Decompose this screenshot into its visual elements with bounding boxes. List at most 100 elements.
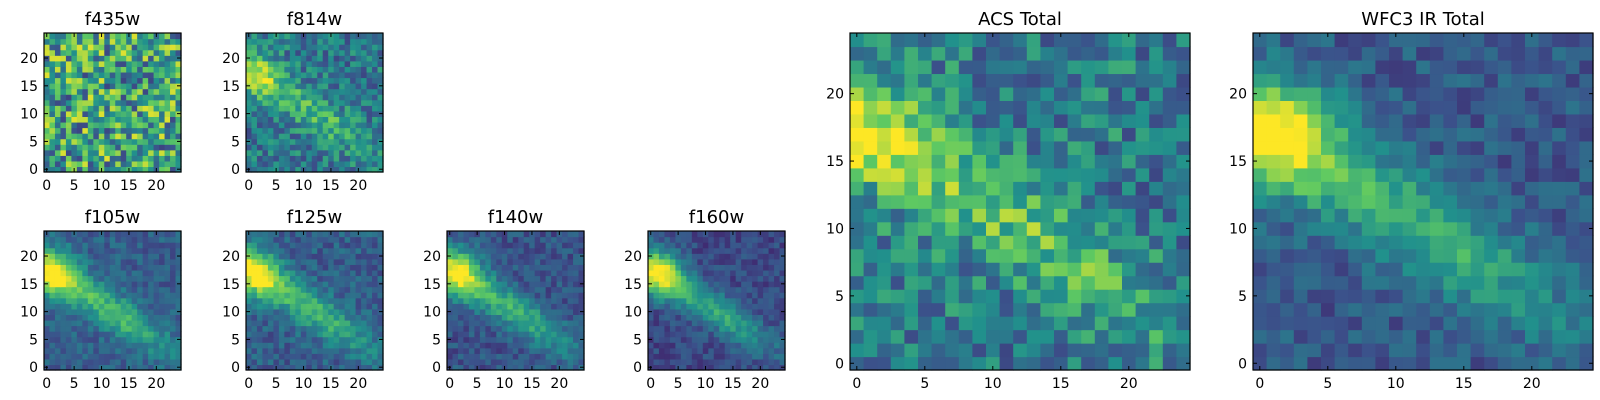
heatmap-cell: [164, 49, 171, 56]
heatmap-cell: [284, 264, 291, 271]
heatmap-cell: [1334, 262, 1349, 277]
heatmap-cell: [377, 258, 384, 265]
heatmap-cell: [479, 292, 486, 299]
heatmap-cell: [1334, 154, 1349, 169]
heatmap-cell: [355, 253, 362, 260]
heatmap-cell: [256, 319, 264, 327]
heatmap-cell: [98, 319, 105, 327]
heatmap-cell: [49, 60, 56, 67]
heatmap-cell: [512, 231, 519, 238]
heatmap-cell: [523, 253, 530, 260]
heatmap-cell: [746, 253, 753, 260]
heatmap-cell: [251, 144, 258, 151]
heatmap-cell: [306, 44, 313, 51]
heatmap-cell: [735, 286, 742, 293]
heatmap-cell: [246, 236, 253, 243]
heatmap-cell: [159, 253, 166, 260]
heatmap-cell: [164, 258, 171, 265]
heatmap-cell: [366, 342, 373, 349]
heatmap-cell: [289, 353, 296, 360]
heatmap-cell: [372, 247, 379, 254]
heatmap-cell: [986, 302, 1001, 317]
heatmap-cell: [1484, 221, 1499, 236]
heatmap-cell: [877, 181, 892, 196]
heatmap-cell: [333, 33, 340, 40]
heatmap-cell: [1389, 262, 1404, 277]
heatmap-cell: [344, 247, 351, 254]
heatmap-cell: [93, 66, 100, 73]
heatmap-cell: [1525, 316, 1540, 331]
heatmap-cell: [779, 292, 786, 299]
heatmap-cell: [757, 281, 764, 288]
heatmap-cell: [262, 71, 269, 79]
heatmap-cell: [496, 314, 503, 321]
heatmap-cell: [945, 356, 960, 371]
heatmap-cell: [311, 83, 318, 90]
heatmap-cell: [126, 88, 133, 95]
heatmap-cell: [175, 292, 182, 299]
heatmap-cell: [850, 167, 865, 182]
heatmap-cell: [355, 303, 362, 310]
heatmap-cell: [109, 358, 116, 366]
heatmap-cell: [328, 127, 335, 134]
heatmap-cell: [713, 353, 720, 360]
heatmap-cell: [148, 308, 155, 315]
heatmap-cell: [120, 66, 127, 73]
heatmap-cell: [300, 110, 307, 117]
heatmap-cell: [999, 329, 1014, 344]
heatmap-cell: [54, 99, 62, 106]
heatmap-cell: [284, 99, 291, 106]
heatmap-cell: [372, 242, 379, 249]
heatmap-cell: [675, 336, 682, 343]
heatmap-cell: [317, 49, 324, 56]
heatmap-cell: [366, 166, 373, 173]
heatmap-cell: [1094, 113, 1109, 128]
heatmap-cell: [328, 303, 335, 310]
heatmap-cell: [534, 253, 541, 260]
heatmap-cell: [719, 336, 726, 343]
heatmap-cell: [1307, 154, 1322, 169]
heatmap-cell: [1429, 343, 1444, 358]
heatmap-cell: [540, 353, 547, 360]
heatmap-cell: [850, 113, 865, 128]
heatmap-cell: [93, 281, 100, 288]
heatmap-cell: [945, 86, 960, 101]
heatmap-cell: [1108, 140, 1123, 155]
heatmap-cell: [87, 253, 94, 260]
heatmap-cell: [361, 247, 368, 254]
heatmap-cell: [447, 275, 454, 282]
heatmap-cell: [468, 314, 475, 321]
heatmap-cell: [311, 105, 318, 112]
heatmap-cell: [1122, 329, 1137, 344]
x-tick-label: 0: [244, 178, 253, 194]
heatmap-cell: [339, 358, 346, 366]
heatmap-cell: [131, 160, 138, 168]
y-tick-label: 5: [231, 134, 240, 150]
heatmap-cell: [284, 303, 291, 310]
heatmap-cell: [931, 235, 946, 250]
heatmap-cell: [71, 149, 78, 156]
heatmap-cell: [131, 133, 138, 140]
heatmap-cell: [76, 133, 83, 140]
heatmap-cell: [115, 144, 122, 151]
heatmap-cell: [890, 343, 905, 358]
heatmap-cell: [1525, 302, 1540, 317]
heatmap-cell: [361, 83, 368, 90]
heatmap-cell: [306, 110, 313, 117]
heatmap-cell: [479, 308, 486, 315]
heatmap-cell: [945, 46, 960, 61]
heatmap-cell: [98, 314, 105, 321]
heatmap-cell: [306, 242, 313, 249]
heatmap-cell: [680, 292, 687, 299]
heatmap-cell: [779, 264, 786, 271]
heatmap-cell: [82, 33, 89, 40]
heatmap-cell: [87, 105, 94, 112]
heatmap-cell: [159, 231, 166, 238]
heatmap-cell: [1013, 127, 1028, 142]
heatmap-cell: [1293, 302, 1308, 317]
heatmap-cell: [137, 144, 144, 151]
heatmap-cell: [757, 314, 764, 321]
heatmap-cell: [999, 181, 1014, 196]
y-tick-label: 10: [624, 305, 642, 321]
y-tick-label: 15: [20, 277, 38, 293]
